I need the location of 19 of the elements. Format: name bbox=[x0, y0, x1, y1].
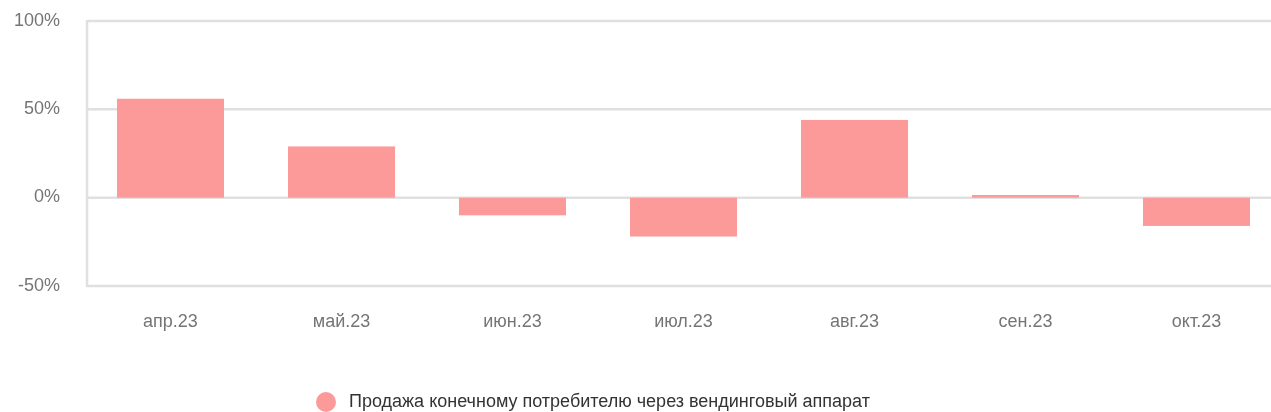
bar bbox=[1142, 197, 1251, 226]
bar bbox=[971, 195, 1080, 198]
bar bbox=[458, 197, 567, 216]
y-tick-label: 0% bbox=[33, 186, 60, 207]
y-tick-label: 50% bbox=[23, 98, 60, 119]
bar bbox=[629, 197, 738, 237]
y-tick-label: -50% bbox=[17, 274, 60, 295]
x-tick-label: июл.23 bbox=[654, 310, 713, 331]
x-tick-label: июн.23 bbox=[483, 310, 542, 331]
x-tick-label: авг.23 bbox=[830, 310, 879, 331]
bar bbox=[800, 119, 909, 198]
legend-label: Продажа конечному потребителю через вендинговый аппарат bbox=[349, 390, 870, 411]
bar bbox=[287, 146, 396, 198]
bar bbox=[116, 98, 225, 198]
y-tick-label: 100% bbox=[13, 9, 60, 30]
x-tick-label: сен.23 bbox=[998, 310, 1053, 331]
x-tick-label: окт.23 bbox=[1171, 310, 1222, 331]
x-tick-label: май.23 bbox=[312, 310, 371, 331]
x-tick-label: апр.23 bbox=[143, 310, 198, 331]
